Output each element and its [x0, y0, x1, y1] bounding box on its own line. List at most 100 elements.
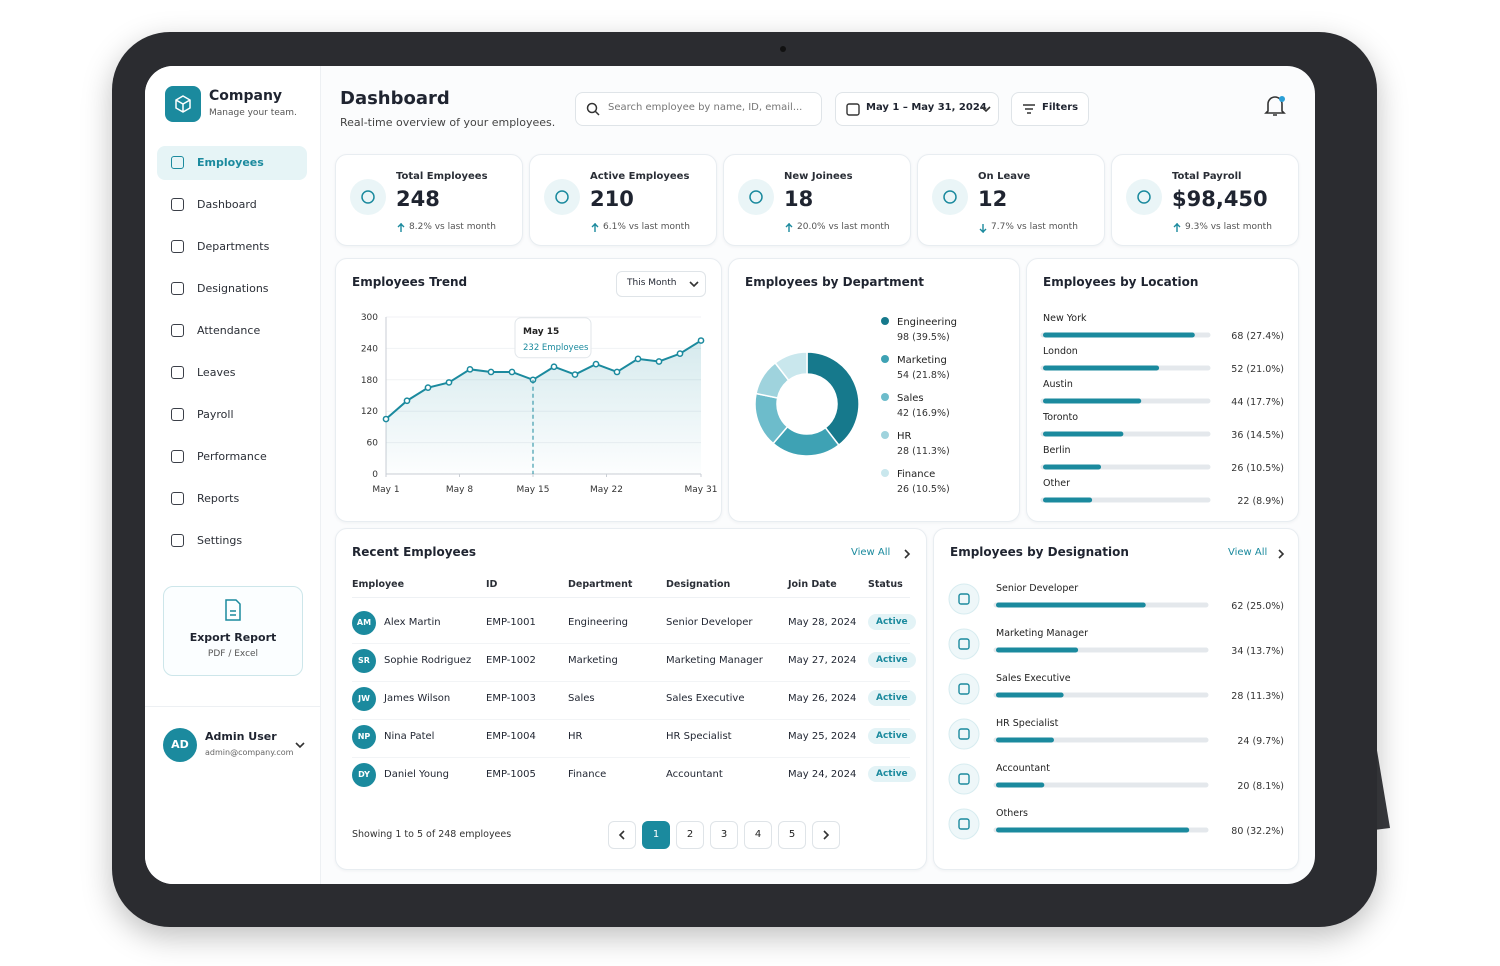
chart-title: Employees by Designation: [950, 545, 1129, 559]
export-report[interactable]: Export Report PDF / Excel: [163, 586, 303, 676]
bar-chart: New York 68 (27.4%) London 52 (21.0%) Austin…: [1040, 313, 1284, 507]
nav-icon: [171, 282, 184, 295]
pagination-page[interactable]: 1: [642, 821, 670, 849]
trend-point: [466, 365, 474, 373]
lens: [586, 102, 598, 114]
nav-icon: [171, 450, 184, 463]
trend-point: [382, 415, 390, 423]
trend-point: [676, 350, 684, 357]
view-all-link[interactable]: View All: [1228, 547, 1268, 558]
page-title: Dashboard: [340, 88, 450, 109]
bar-label: Sales Executive: [996, 673, 1071, 684]
row-divider: [352, 643, 910, 644]
bar: [996, 782, 1045, 788]
designation-glyph: [958, 593, 970, 605]
bar-label: HR Specialist: [996, 718, 1059, 729]
y-tick-label: 240: [361, 344, 378, 354]
trend-point: [403, 397, 411, 405]
row-divider: [352, 681, 910, 682]
export-icon: [225, 599, 241, 621]
legend-dot: [881, 317, 889, 325]
nav-label: Reports: [197, 492, 240, 505]
search-box[interactable]: Search employee by name, ID, email...: [575, 92, 822, 126]
legend-value: 98 (39.5%): [897, 332, 950, 343]
arrow: [979, 224, 987, 233]
bar: [1043, 365, 1160, 371]
trend-point: [613, 368, 621, 376]
pagination-page[interactable]: 4: [744, 821, 772, 849]
kpi-icon-glyph: [943, 190, 957, 204]
trend-chart: 0 60 120 180 240 300 May 1 May 8 May 15 May 22 May…: [361, 313, 718, 495]
nav-item[interactable]: Dashboard: [157, 188, 307, 222]
location-panel: Employees by Location New York 68 (27.4%) L…: [1026, 258, 1299, 522]
nav-label: Employees: [197, 156, 264, 169]
bar-label: Other: [1043, 478, 1070, 489]
bar-label: Austin: [1043, 379, 1073, 390]
bar: [996, 602, 1146, 608]
bar-value-label: 44 (17.7%): [1231, 397, 1284, 408]
kpi-icon: [932, 179, 968, 215]
kpi-label: New Joinees: [784, 171, 853, 182]
nav-item[interactable]: Settings: [157, 524, 307, 558]
nav-item[interactable]: Performance: [157, 440, 307, 474]
filters-button[interactable]: Filters: [1011, 92, 1089, 126]
column-header: Status: [868, 579, 903, 590]
cube: [175, 95, 191, 113]
nav-item[interactable]: Departments: [157, 230, 307, 264]
pagination-page[interactable]: 3: [710, 821, 738, 849]
bar-value-label: 20 (8.1%): [1237, 781, 1284, 792]
pagination-prev[interactable]: [608, 821, 636, 849]
chevron: [689, 281, 699, 288]
bar-value-label: 68 (27.4%): [1231, 331, 1284, 342]
column-header: ID: [486, 579, 498, 590]
kpi-icon: [738, 179, 774, 215]
nav-item[interactable]: Leaves: [157, 356, 307, 390]
employee-name: Nina Patel: [384, 731, 435, 742]
user-divider: [145, 706, 320, 707]
notification-bell[interactable]: [1263, 94, 1287, 118]
trend-point: [571, 371, 579, 378]
employee-department: Finance: [568, 769, 607, 780]
bar-label: Berlin: [1043, 445, 1071, 456]
employee-department: HR: [568, 731, 583, 742]
pagination-page[interactable]: 5: [778, 821, 806, 849]
kpi-value: 18: [784, 187, 814, 211]
trend-point: [592, 360, 600, 368]
logo-icon: [175, 95, 191, 113]
employee-designation: Accountant: [666, 769, 723, 780]
view-all-link[interactable]: View All: [851, 547, 891, 558]
nav-icon: [171, 534, 184, 547]
nav-item[interactable]: Payroll: [157, 398, 307, 432]
trend-point: [445, 379, 453, 386]
designation-icon: [948, 718, 980, 750]
kpi-trend-arrow: [1173, 223, 1181, 232]
chevron-icon: [904, 549, 911, 559]
kpi-value: 12: [978, 187, 1008, 211]
employee-id: EMP-1002: [486, 655, 536, 666]
y-tick-label: 60: [367, 439, 379, 449]
brand-tagline: Manage your team.: [209, 108, 297, 118]
brand-name: Company: [209, 88, 283, 104]
nav-label: Settings: [197, 534, 243, 547]
kpi-label: On Leave: [978, 171, 1031, 182]
trend-point: [634, 355, 642, 363]
header-divider: [352, 597, 910, 598]
export-subtitle: PDF / Excel: [207, 649, 259, 659]
bar-label: Others: [996, 808, 1028, 819]
date-picker[interactable]: May 1 – May 31, 2024: [835, 92, 999, 126]
pagination-page[interactable]: 2: [676, 821, 704, 849]
nav-item[interactable]: Reports: [157, 482, 307, 516]
pagination-next[interactable]: [812, 821, 840, 849]
chevron: [618, 830, 625, 840]
glyph: [361, 190, 375, 204]
tooltip-date: May 15: [523, 327, 559, 337]
nav-item[interactable]: Employees: [157, 146, 307, 180]
nav-item[interactable]: Attendance: [157, 314, 307, 348]
legend-dot: [881, 469, 889, 477]
glyph: [943, 190, 957, 204]
kpi-card: Active Employees 210 6.1% vs last month: [529, 154, 717, 246]
kpi-icon-glyph: [361, 190, 375, 204]
nav-item[interactable]: Designations: [157, 272, 307, 306]
period-dropdown[interactable]: This Month: [616, 271, 706, 297]
bar: [1043, 431, 1124, 437]
